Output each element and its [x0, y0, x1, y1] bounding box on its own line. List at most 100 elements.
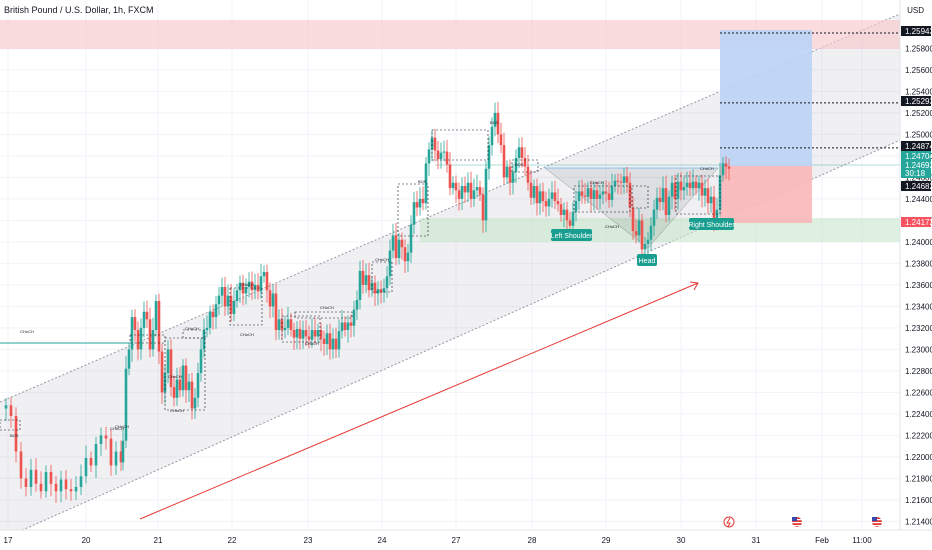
candle-body — [556, 201, 560, 205]
y-tick-label: 1.24400 — [905, 195, 932, 204]
candle-body — [616, 180, 620, 182]
candle-body — [69, 489, 73, 492]
candle-body — [292, 330, 296, 338]
candle-body — [541, 191, 545, 202]
candle-body — [331, 338, 335, 350]
candle-body — [373, 282, 377, 294]
candle-body — [622, 176, 626, 183]
candle-body — [562, 209, 566, 216]
structure-label: CHoCH — [700, 166, 714, 171]
candle-body — [487, 145, 491, 169]
candle-body — [406, 252, 410, 262]
candle-body — [631, 207, 635, 232]
candle-body — [436, 150, 440, 160]
candle-body — [199, 349, 203, 374]
candle-body — [39, 483, 43, 492]
svg-text:Right Shoulder: Right Shoulder — [688, 222, 735, 229]
candle-body — [160, 351, 164, 393]
candle-body — [448, 164, 452, 189]
candle-body — [589, 188, 593, 199]
x-tick-label: 27 — [452, 536, 461, 545]
candle-body — [412, 202, 416, 225]
candle-body — [154, 301, 158, 331]
us-flag-icon[interactable] — [792, 517, 802, 527]
candle-body — [364, 275, 368, 285]
candle-body — [421, 198, 425, 204]
candle-body — [424, 163, 428, 204]
candle-body — [316, 330, 320, 337]
key-level-lines — [720, 32, 900, 149]
candle-body — [139, 327, 143, 350]
candle-body — [514, 158, 518, 173]
currency-label[interactable]: USD — [907, 6, 924, 15]
candle-body — [114, 451, 118, 466]
candle-body — [238, 282, 242, 291]
us-flag-icon-2[interactable] — [872, 517, 882, 527]
candle-body — [223, 287, 227, 307]
candle-body — [376, 289, 380, 294]
candle-body — [361, 270, 365, 285]
candle-body — [484, 168, 488, 221]
candle-body — [178, 379, 182, 391]
candle-body — [232, 301, 236, 314]
candle-body — [685, 182, 689, 188]
candle-body — [124, 368, 128, 441]
structure-box — [229, 287, 263, 326]
structure-label: CHoCH — [605, 224, 619, 229]
candle-body — [700, 182, 704, 196]
candle-body — [121, 440, 125, 463]
candle-body — [283, 327, 287, 331]
price-tag-label: 1.25943 — [905, 27, 932, 36]
x-tick-label: 23 — [304, 536, 313, 545]
candle-body — [403, 247, 407, 262]
candle-body — [175, 379, 179, 398]
candle-body — [262, 271, 266, 277]
candle-body — [454, 182, 458, 191]
candle-body — [604, 191, 608, 194]
structure-box — [294, 311, 353, 319]
candle-body — [319, 330, 323, 339]
candle-body — [475, 187, 479, 191]
structure-label: CHoCH — [320, 305, 334, 310]
candle-body — [670, 182, 674, 197]
head-label: Head — [637, 254, 657, 266]
candle-body — [409, 224, 413, 253]
candle-body — [565, 209, 569, 221]
structure-label: CHoCH — [240, 282, 254, 287]
y-tick-label: 1.23200 — [905, 324, 932, 333]
candle-body — [532, 185, 536, 198]
candle-body — [694, 181, 698, 189]
candle-body — [148, 319, 152, 350]
candle-body — [712, 196, 716, 223]
y-tick-label: 1.25800 — [905, 44, 932, 53]
y-tick-label: 1.25400 — [905, 87, 932, 96]
price-tag-label: 1.24874 — [905, 142, 932, 151]
candle-body — [286, 319, 290, 328]
x-tick-label: 28 — [528, 536, 537, 545]
candle-body — [79, 476, 83, 487]
rising-arrow — [139, 281, 699, 520]
candle-body — [94, 443, 98, 466]
candle-body — [163, 373, 167, 393]
price-tag — [901, 141, 931, 151]
price-axis[interactable]: 1.21400 1.21600 1.21800 1.22000 1.22200 1.224… — [899, 0, 932, 530]
candle-body — [667, 196, 671, 216]
candle-body — [592, 190, 596, 199]
candle-body — [349, 322, 353, 326]
structure-label: CHoCH — [110, 426, 124, 431]
candle-body — [193, 397, 197, 409]
candle-body — [172, 387, 176, 398]
candle-body — [104, 435, 108, 439]
event-icons[interactable] — [723, 516, 882, 528]
left-shoulder-label: Left Shoulder — [551, 229, 593, 241]
candle-body — [466, 182, 470, 193]
candle-body — [133, 317, 137, 331]
candle-body — [463, 185, 467, 193]
flash-event-icon[interactable] — [723, 516, 735, 528]
candle-body — [679, 181, 683, 191]
candle-body — [355, 299, 359, 310]
price-tag — [901, 96, 931, 106]
y-tick-label: 1.22600 — [905, 388, 932, 397]
time-axis[interactable]: 17 20 21 22 23 24 27 28 29 30 31 Feb 11:00 — [0, 529, 932, 550]
